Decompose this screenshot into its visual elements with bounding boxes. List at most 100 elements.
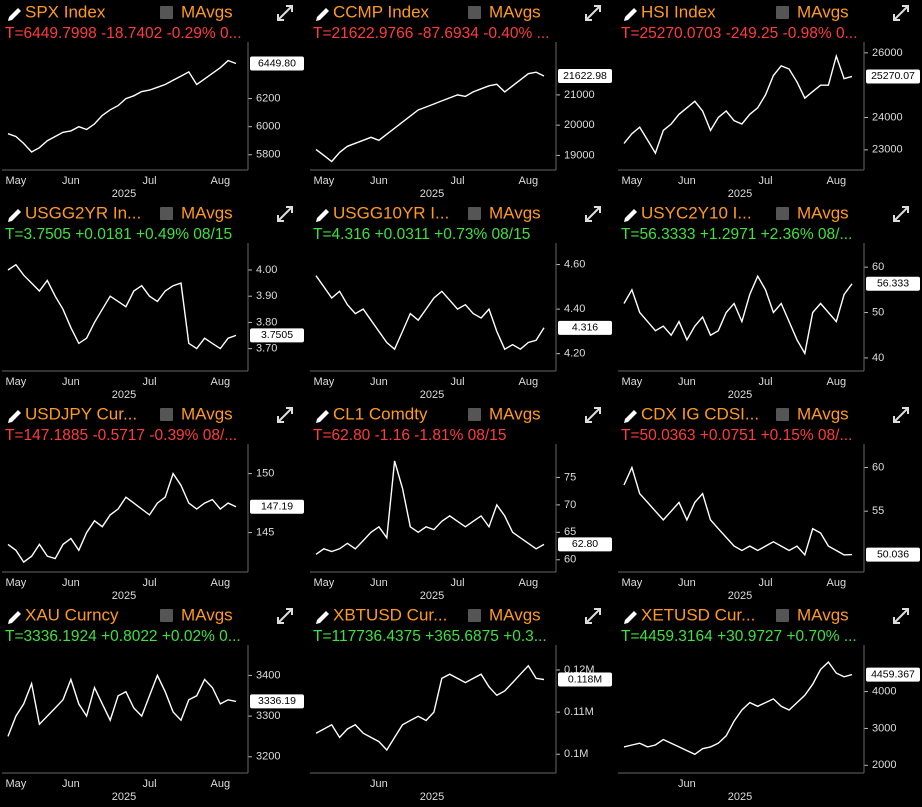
study-toggle[interactable] [468,408,481,421]
study-toggle[interactable] [160,609,173,622]
expand-icon[interactable] [585,206,601,222]
study-toggle[interactable] [776,6,789,19]
y-tick-label: 6200 [256,92,280,104]
x-axis-label: 2025 [728,791,752,802]
expand-icon[interactable] [277,407,293,423]
edit-icon[interactable] [316,209,329,222]
x-tick-label: Aug [826,376,846,388]
quote-line: T=117736.4375 +365.6875 +0.3... [313,628,547,645]
edit-icon[interactable] [624,410,637,423]
quote-line: T=25270.0703 -249.25 -0.98% 0... [621,25,858,42]
expand-icon[interactable] [893,407,909,423]
study-toggle[interactable] [776,609,789,622]
y-tick-label: 70 [564,499,576,511]
x-tick-label: Jun [62,577,80,589]
edit-icon[interactable] [624,8,637,21]
edit-icon[interactable] [624,209,637,222]
x-tick-label: Jul [758,175,772,187]
study-label: MAvgs [797,203,849,222]
edit-icon[interactable] [316,410,329,423]
edit-icon[interactable] [8,410,21,423]
y-tick-label: 145 [256,527,274,539]
edit-icon[interactable] [8,8,21,21]
x-tick-label: Jul [450,577,464,589]
y-tick-label: 6000 [256,121,280,133]
chart-panel: XAU Curncy MAvgs T=3336.1924 +0.8022 +0.02… [0,603,306,802]
expand-icon[interactable] [893,206,909,222]
x-tick-label: Aug [210,175,230,187]
study-toggle[interactable] [160,207,173,220]
last-value-label: 25270.07 [871,70,915,82]
price-line [315,71,545,163]
expand-icon[interactable] [277,608,293,624]
study-label: MAvgs [797,605,849,624]
y-tick-label: 60 [872,261,884,273]
y-tick-label: 3000 [872,722,896,734]
y-tick-label: 65 [564,526,576,538]
study-toggle[interactable] [468,6,481,19]
last-value-label: 6449.80 [258,57,296,69]
quote-line: T=3336.1924 +0.8022 +0.02% 0... [5,628,241,645]
last-value-label: 3.7505 [261,329,293,341]
chart-panel: XBTUSD Cur... MAvgs T=117736.4375 +365.687… [308,603,614,802]
expand-icon[interactable] [893,608,909,624]
study-toggle[interactable] [776,408,789,421]
chart-panel: CL1 Comdty MAvgs T=62.80 -1.16 -1.81% 08/1… [308,402,614,601]
edit-icon[interactable] [316,611,329,624]
y-tick-label: 3.70 [256,343,277,355]
x-tick-label: Jun [370,376,388,388]
expand-icon[interactable] [893,5,909,21]
study-toggle[interactable] [160,6,173,19]
last-value-box [250,56,304,71]
price-line [7,472,237,564]
chart-panel: USGG10YR I... MAvgs T=4.316 +0.0311 +0.73%… [308,201,614,400]
x-axis-label: 2025 [112,188,136,199]
y-tick-label: 4.40 [564,303,585,315]
x-tick-label: Jul [142,778,156,790]
y-tick-label: 4.20 [564,348,585,360]
y-tick-label: 5800 [256,149,280,161]
y-tick-label: 26000 [872,47,903,59]
x-tick-label: May [5,577,26,589]
y-tick-label: 3200 [256,751,280,763]
study-toggle[interactable] [468,609,481,622]
price-line [7,673,237,737]
expand-icon[interactable] [585,407,601,423]
edit-icon[interactable] [8,209,21,222]
chart-panel: CCMP Index MAvgs T=21622.9766 -87.6934 -0.… [308,0,614,199]
x-tick-label: Aug [210,577,230,589]
study-toggle[interactable] [468,207,481,220]
x-tick-label: Jul [142,577,156,589]
study-toggle[interactable] [776,207,789,220]
edit-icon[interactable] [624,611,637,624]
edit-icon[interactable] [8,611,21,624]
x-tick-label: May [621,577,642,589]
y-tick-label: 3.80 [256,316,277,328]
x-axis-label: 2025 [420,590,444,601]
expand-icon[interactable] [585,608,601,624]
last-value-box [558,69,612,84]
edit-icon[interactable] [316,8,329,21]
x-axis-label: 2025 [420,791,444,802]
x-tick-label: May [621,175,642,187]
last-value-label: 4.316 [572,322,598,334]
chart-panel: USDJPY Cur... MAvgs T=147.1885 -0.5717 -0.… [0,402,306,601]
expand-icon[interactable] [277,206,293,222]
chart-title: XETUSD Cur... [641,605,755,624]
expand-icon[interactable] [585,5,601,21]
price-line [315,460,545,555]
expand-icon[interactable] [277,5,293,21]
x-tick-label: Jul [450,376,464,388]
x-tick-label: Jun [370,175,388,187]
y-tick-label: 75 [564,471,576,483]
y-tick-label: 60 [564,554,576,566]
y-tick-label: 19000 [564,149,595,161]
study-label: MAvgs [489,404,541,423]
last-value-box [558,672,612,687]
quote-line: T=4.316 +0.0311 +0.73% 08/15 [313,226,530,243]
study-toggle[interactable] [160,408,173,421]
x-axis-label: 2025 [112,791,136,802]
last-value-box [866,276,920,291]
price-line [7,59,237,153]
x-tick-label: Aug [518,577,538,589]
